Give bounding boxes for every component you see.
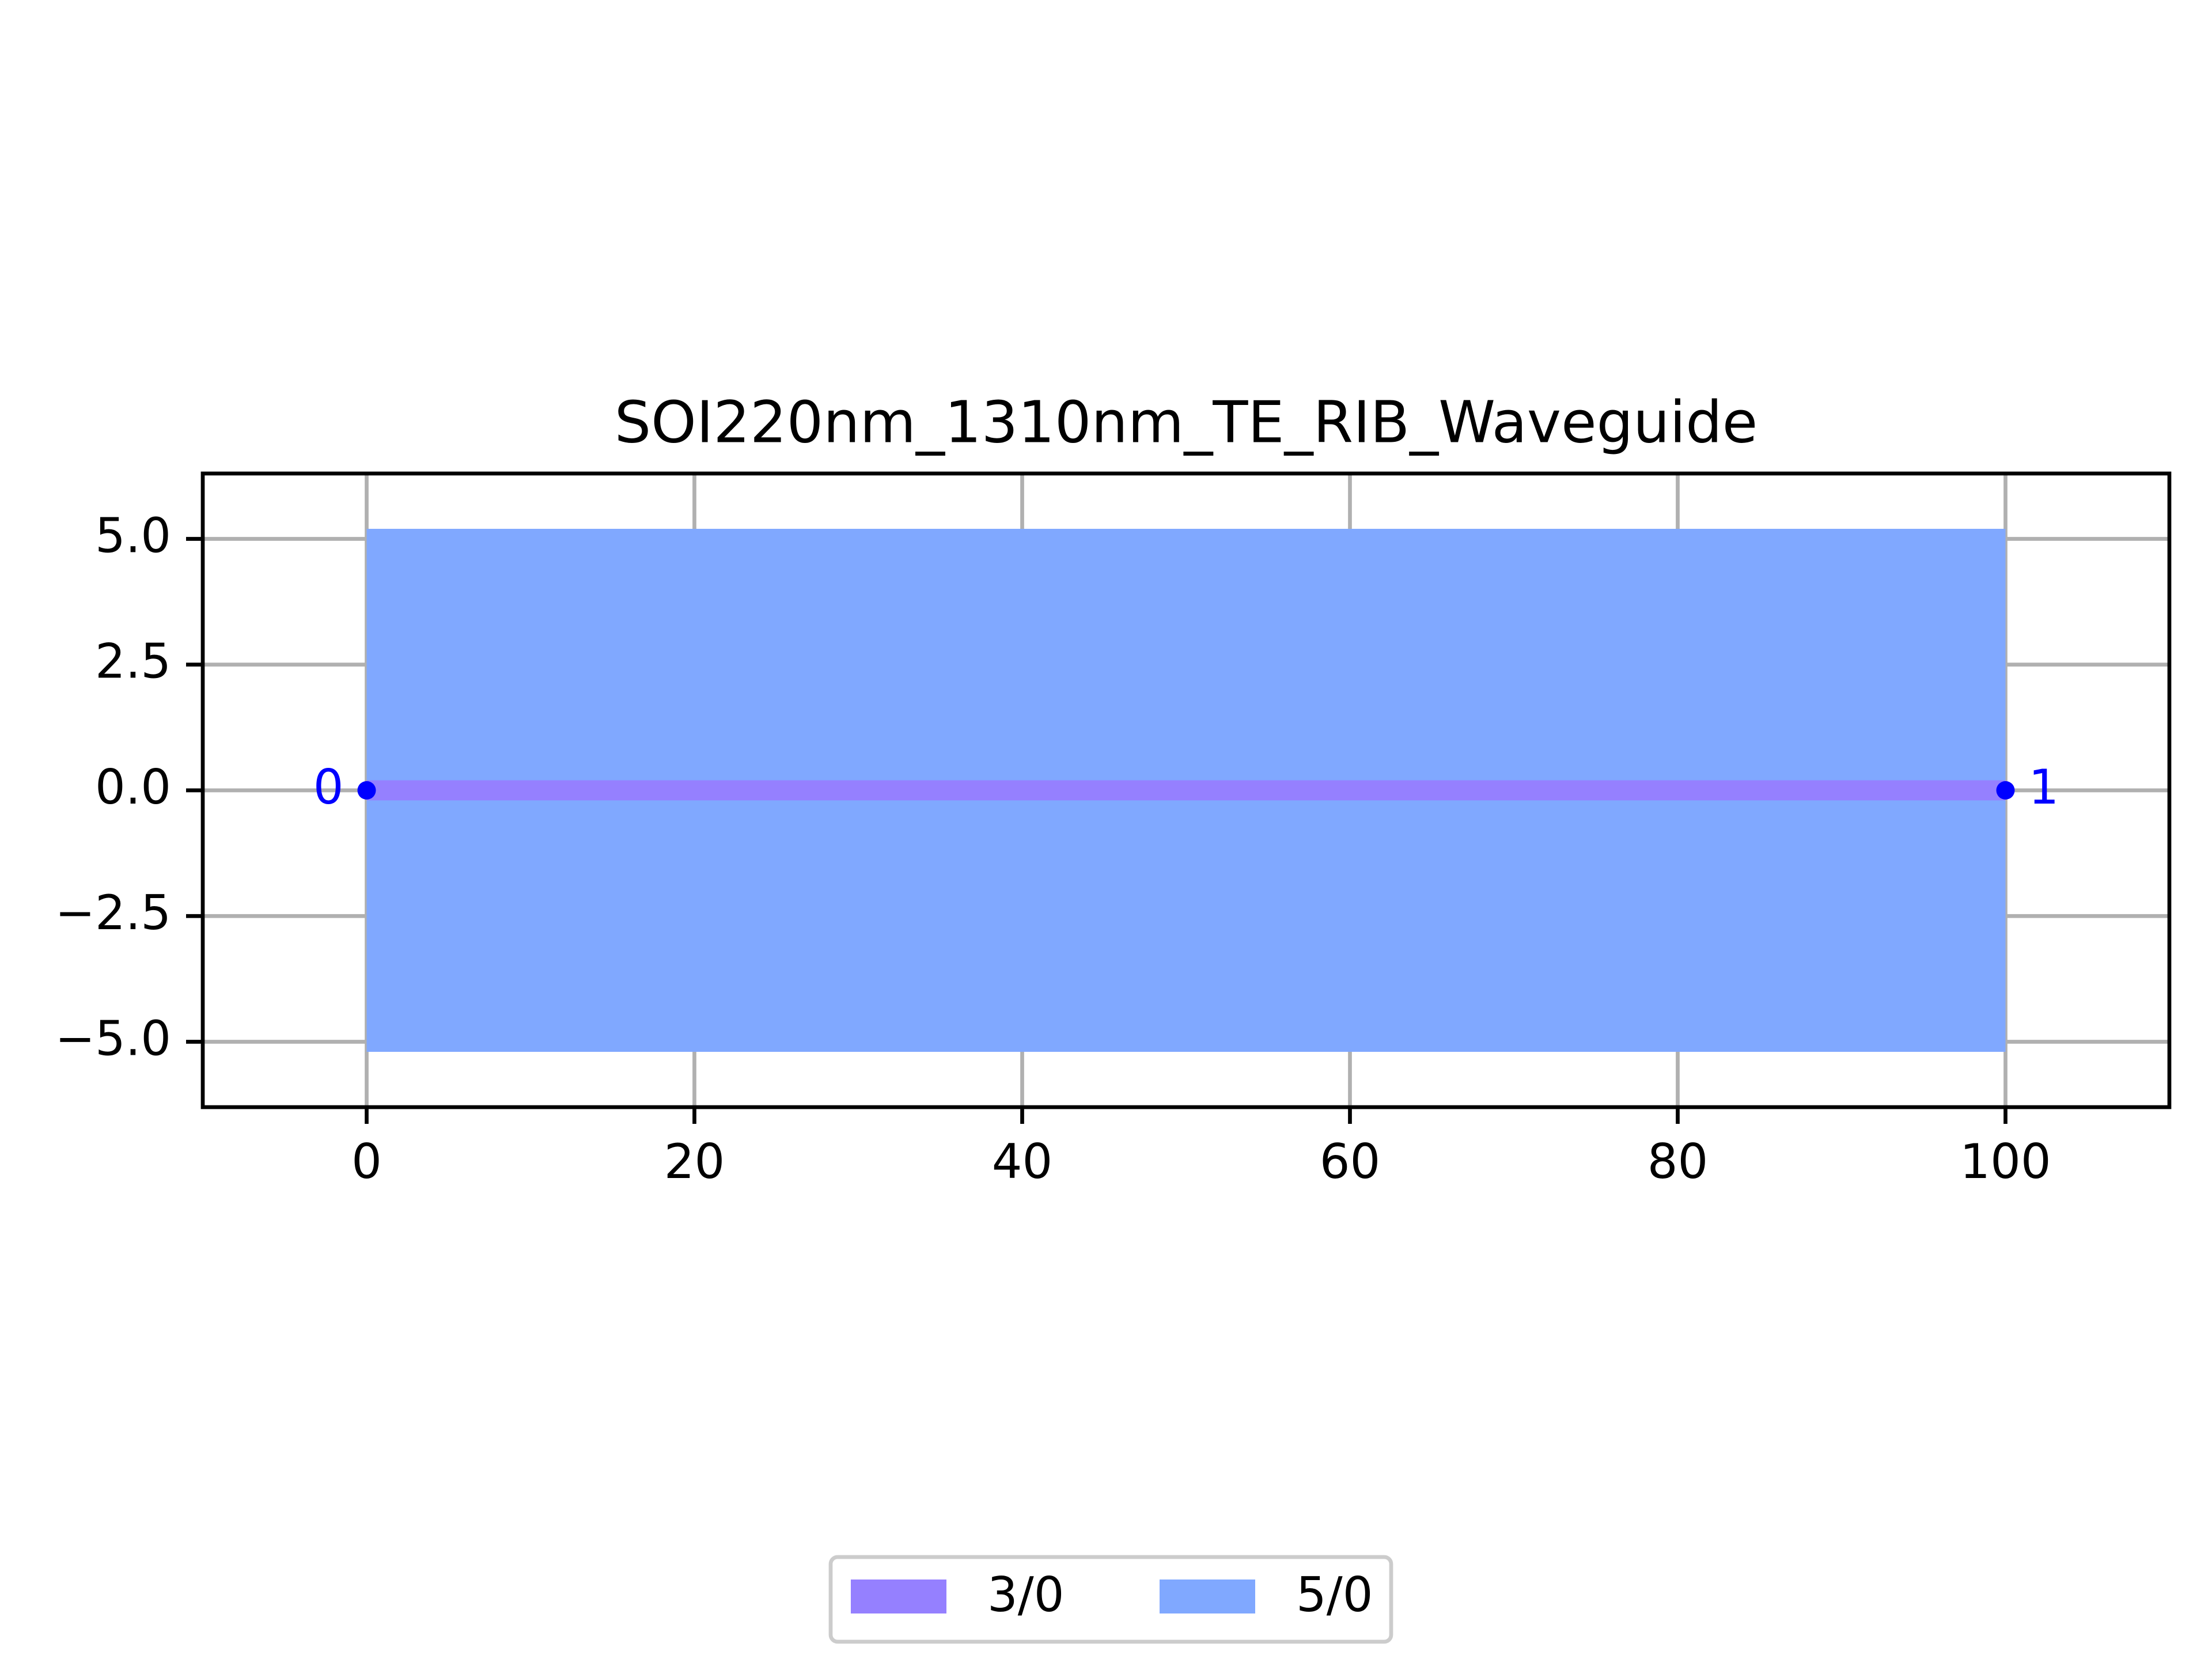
legend: 3/0 5/0 <box>828 1555 1393 1644</box>
port-marker <box>1996 781 2015 800</box>
x-tick-label: 80 <box>1647 1134 1709 1190</box>
x-tick-label: 60 <box>1320 1134 1381 1190</box>
y-tick-label: 2.5 <box>95 634 171 690</box>
legend-swatch <box>1160 1580 1255 1613</box>
y-tick-label: 5.0 <box>95 507 171 563</box>
chart-title: SOI220nm_1310nm_TE_RIB_Waveguide <box>615 388 1758 456</box>
y-tick-label: −5.0 <box>55 1010 171 1066</box>
shapes <box>366 529 2006 1052</box>
port-marker <box>357 781 376 800</box>
legend-label: 3/0 <box>987 1567 1065 1623</box>
polygon <box>366 780 2006 801</box>
port-label: 1 <box>2029 759 2059 815</box>
x-tick-label: 40 <box>992 1134 1053 1190</box>
legend-swatch <box>851 1580 946 1613</box>
axes-frame <box>200 471 2172 1109</box>
x-tick-label: 100 <box>1960 1134 2051 1190</box>
x-tick-label: 20 <box>664 1134 725 1190</box>
x-tick-label: 0 <box>351 1134 382 1190</box>
legend-label: 5/0 <box>1296 1567 1373 1623</box>
y-tick-label: 0.0 <box>95 759 171 815</box>
port-label: 0 <box>313 759 344 815</box>
legend-frame <box>828 1555 1393 1644</box>
y-tick-label: −2.5 <box>55 885 171 941</box>
